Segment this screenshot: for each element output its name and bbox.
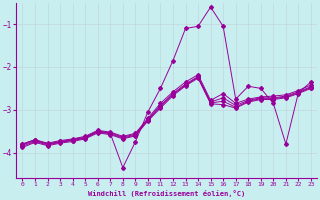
X-axis label: Windchill (Refroidissement éolien,°C): Windchill (Refroidissement éolien,°C) xyxy=(88,190,245,197)
